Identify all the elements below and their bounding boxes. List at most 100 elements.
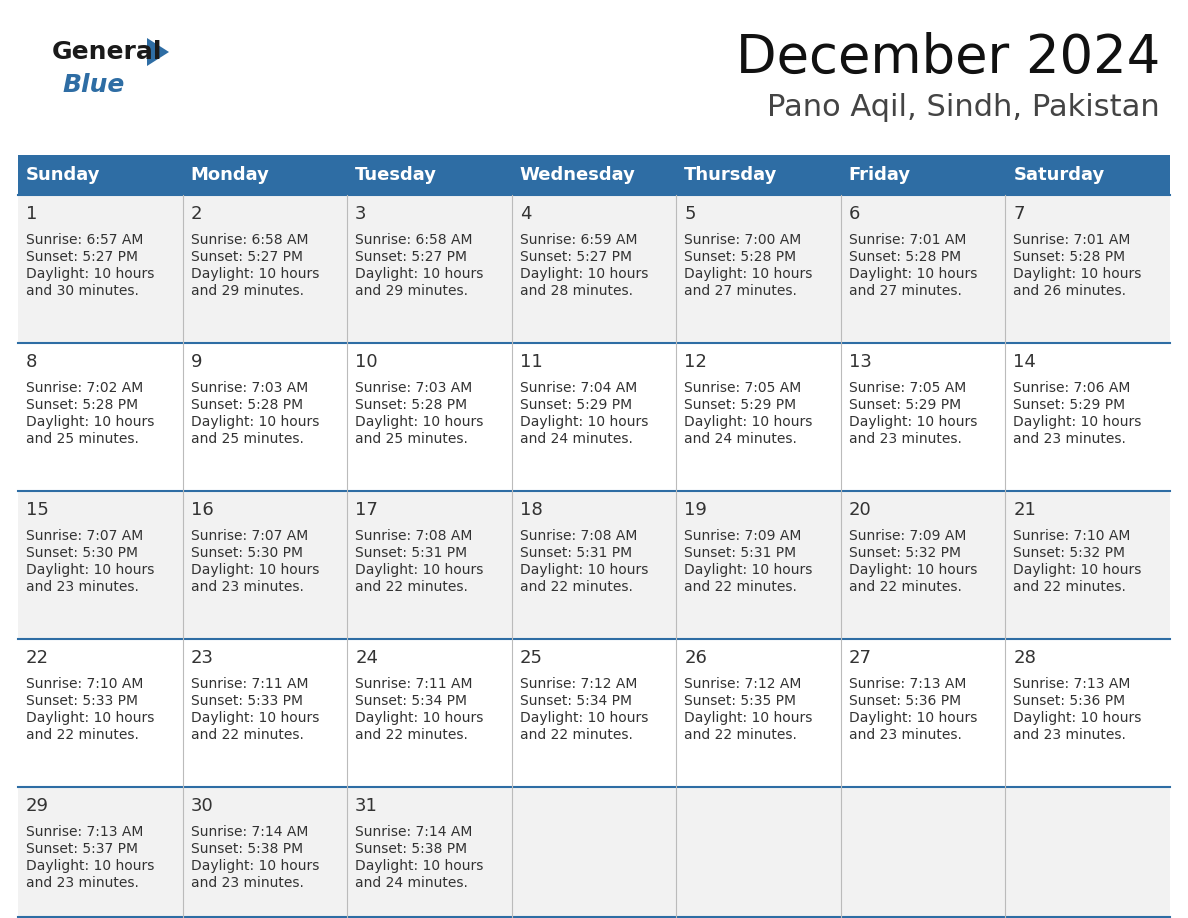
Text: Daylight: 10 hours: Daylight: 10 hours [26,415,154,429]
Text: and 29 minutes.: and 29 minutes. [190,284,304,298]
Text: Sunrise: 7:12 AM: Sunrise: 7:12 AM [519,677,637,691]
Text: and 27 minutes.: and 27 minutes. [849,284,962,298]
Text: Sunset: 5:38 PM: Sunset: 5:38 PM [355,842,467,856]
Text: 25: 25 [519,649,543,667]
Text: 19: 19 [684,501,707,519]
Text: and 22 minutes.: and 22 minutes. [519,728,632,742]
Text: 30: 30 [190,797,214,815]
Bar [347,195,512,343]
Text: and 23 minutes.: and 23 minutes. [26,876,139,890]
Text: Sunrise: 7:09 AM: Sunrise: 7:09 AM [684,529,802,543]
Text: Daylight: 10 hours: Daylight: 10 hours [849,711,978,725]
Text: 11: 11 [519,353,543,371]
Text: Sunset: 5:31 PM: Sunset: 5:31 PM [355,546,467,560]
Text: Sunrise: 7:07 AM: Sunrise: 7:07 AM [26,529,144,543]
Text: Daylight: 10 hours: Daylight: 10 hours [1013,415,1142,429]
Bar [512,343,676,491]
Bar [512,195,676,343]
Text: and 29 minutes.: and 29 minutes. [355,284,468,298]
Bar [18,787,183,917]
Text: and 22 minutes.: and 22 minutes. [684,580,797,594]
Text: Pano Aqil, Sindh, Pakistan: Pano Aqil, Sindh, Pakistan [767,94,1159,122]
Text: and 30 minutes.: and 30 minutes. [26,284,139,298]
Text: and 25 minutes.: and 25 minutes. [26,432,139,446]
Text: 22: 22 [26,649,49,667]
Text: Tuesday: Tuesday [355,166,437,184]
Text: Sunset: 5:32 PM: Sunset: 5:32 PM [849,546,961,560]
Text: 24: 24 [355,649,378,667]
Bar [18,343,183,491]
Text: and 26 minutes.: and 26 minutes. [1013,284,1126,298]
Text: Sunrise: 7:09 AM: Sunrise: 7:09 AM [849,529,966,543]
Text: and 23 minutes.: and 23 minutes. [190,580,303,594]
Text: Daylight: 10 hours: Daylight: 10 hours [355,711,484,725]
Text: 13: 13 [849,353,872,371]
Bar [183,787,347,917]
Text: Sunrise: 7:08 AM: Sunrise: 7:08 AM [519,529,637,543]
Bar [183,195,347,343]
Text: Daylight: 10 hours: Daylight: 10 hours [1013,563,1142,577]
Bar [512,639,676,787]
Text: Daylight: 10 hours: Daylight: 10 hours [190,415,318,429]
Text: Sunrise: 7:06 AM: Sunrise: 7:06 AM [1013,381,1131,395]
Text: 29: 29 [26,797,49,815]
Text: Sunset: 5:28 PM: Sunset: 5:28 PM [355,398,467,412]
Text: Daylight: 10 hours: Daylight: 10 hours [190,563,318,577]
Text: Daylight: 10 hours: Daylight: 10 hours [190,859,318,873]
Text: Sunset: 5:28 PM: Sunset: 5:28 PM [26,398,138,412]
Text: Sunrise: 7:08 AM: Sunrise: 7:08 AM [355,529,473,543]
Text: and 27 minutes.: and 27 minutes. [684,284,797,298]
Text: Sunset: 5:28 PM: Sunset: 5:28 PM [190,398,303,412]
Text: Sunrise: 7:04 AM: Sunrise: 7:04 AM [519,381,637,395]
Bar [841,343,1005,491]
Text: and 23 minutes.: and 23 minutes. [849,432,962,446]
Text: and 22 minutes.: and 22 minutes. [190,728,303,742]
Text: and 23 minutes.: and 23 minutes. [190,876,303,890]
Text: Sunrise: 7:13 AM: Sunrise: 7:13 AM [849,677,966,691]
Text: Daylight: 10 hours: Daylight: 10 hours [355,415,484,429]
Bar [512,491,676,639]
Text: Thursday: Thursday [684,166,778,184]
Text: Daylight: 10 hours: Daylight: 10 hours [355,267,484,281]
Bar [1005,491,1170,639]
Text: Sunset: 5:35 PM: Sunset: 5:35 PM [684,694,796,708]
Text: Sunrise: 7:01 AM: Sunrise: 7:01 AM [1013,233,1131,247]
Bar [18,491,183,639]
Bar [347,491,512,639]
Text: Sunset: 5:29 PM: Sunset: 5:29 PM [684,398,796,412]
Text: Sunset: 5:27 PM: Sunset: 5:27 PM [355,250,467,264]
Text: Daylight: 10 hours: Daylight: 10 hours [684,267,813,281]
Text: Saturday: Saturday [1013,166,1105,184]
Bar [676,195,841,343]
Text: and 24 minutes.: and 24 minutes. [355,876,468,890]
Text: Daylight: 10 hours: Daylight: 10 hours [519,563,649,577]
Text: 20: 20 [849,501,872,519]
Text: and 24 minutes.: and 24 minutes. [684,432,797,446]
Text: Daylight: 10 hours: Daylight: 10 hours [519,267,649,281]
Text: and 23 minutes.: and 23 minutes. [849,728,962,742]
Text: Sunrise: 6:57 AM: Sunrise: 6:57 AM [26,233,144,247]
Text: Sunrise: 7:13 AM: Sunrise: 7:13 AM [26,825,144,839]
Text: and 25 minutes.: and 25 minutes. [355,432,468,446]
Text: Daylight: 10 hours: Daylight: 10 hours [849,267,978,281]
Text: Sunset: 5:37 PM: Sunset: 5:37 PM [26,842,138,856]
Text: Sunset: 5:27 PM: Sunset: 5:27 PM [26,250,138,264]
Text: Daylight: 10 hours: Daylight: 10 hours [684,563,813,577]
Text: Sunrise: 7:11 AM: Sunrise: 7:11 AM [190,677,308,691]
Text: Sunset: 5:28 PM: Sunset: 5:28 PM [1013,250,1125,264]
Text: Sunset: 5:32 PM: Sunset: 5:32 PM [1013,546,1125,560]
Text: Blue: Blue [62,73,125,97]
Text: 9: 9 [190,353,202,371]
Text: and 28 minutes.: and 28 minutes. [519,284,633,298]
Text: and 22 minutes.: and 22 minutes. [684,728,797,742]
Text: and 22 minutes.: and 22 minutes. [355,728,468,742]
Text: Sunset: 5:31 PM: Sunset: 5:31 PM [684,546,796,560]
Text: Sunset: 5:38 PM: Sunset: 5:38 PM [190,842,303,856]
Text: Daylight: 10 hours: Daylight: 10 hours [519,415,649,429]
Text: and 24 minutes.: and 24 minutes. [519,432,632,446]
Bar [676,639,841,787]
Text: Sunrise: 7:02 AM: Sunrise: 7:02 AM [26,381,144,395]
Text: and 22 minutes.: and 22 minutes. [849,580,962,594]
Bar [347,787,512,917]
Text: December 2024: December 2024 [735,32,1159,84]
